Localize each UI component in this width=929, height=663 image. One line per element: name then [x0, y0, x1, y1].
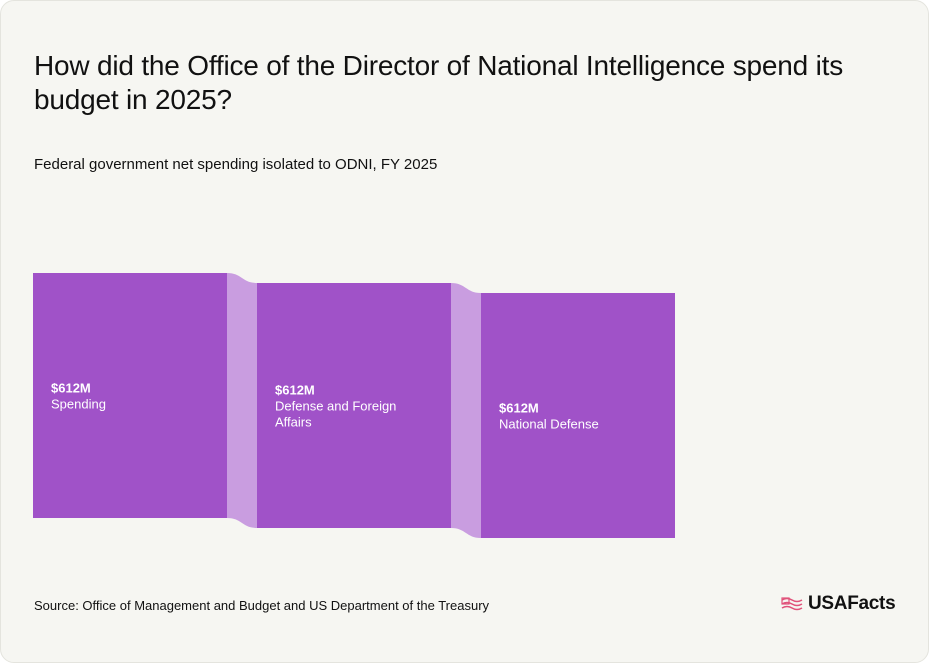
source-note: Source: Office of Management and Budget …: [34, 598, 490, 613]
chart-title: How did the Office of the Director of Na…: [34, 50, 844, 115]
usafacts-logo: USAFacts: [781, 593, 896, 615]
node-value-defense-and-foreign-affairs: $612M: [275, 383, 315, 398]
sankey-node-defense-and-foreign-affairs: [257, 283, 451, 528]
chart-subtitle: Federal government net spending isolated…: [34, 156, 438, 173]
node-value-spending: $612M: [51, 381, 91, 396]
sankey-node-spending: [33, 273, 227, 518]
brand-name: USAFacts: [808, 593, 896, 614]
sankey-nodes: [33, 273, 675, 538]
node-label-spending: Spending: [51, 397, 106, 412]
flag-logo-icon: [781, 597, 803, 611]
node-value-national-defense: $612M: [499, 401, 539, 416]
sankey-link-spending-to-defense-and-foreign-affairs: [227, 273, 257, 528]
node-label-defense-and-foreign-affairs: Defense and Foreign Affairs: [275, 399, 396, 430]
sankey-link-defense-and-foreign-affairs-to-national-defense: [451, 283, 481, 538]
sankey-node-national-defense: [481, 293, 675, 538]
node-label-national-defense: National Defense: [499, 417, 599, 432]
sankey-links: [227, 273, 481, 538]
